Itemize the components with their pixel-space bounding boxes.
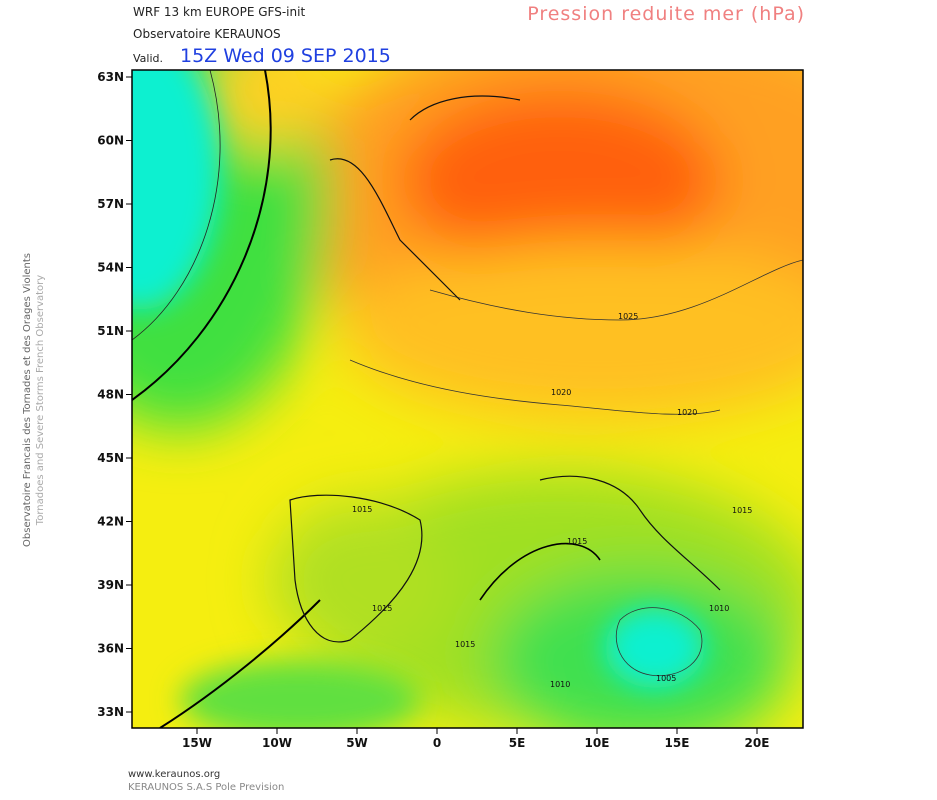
footer-company: KERAUNOS S.A.S Pole Prevision xyxy=(128,782,284,793)
map-frame xyxy=(131,69,804,729)
lat-label: 54N xyxy=(97,261,124,275)
contour-label: 1015 xyxy=(732,506,752,515)
lat-label: 60N xyxy=(97,134,124,148)
map-title: Pression reduite mer (hPa) xyxy=(527,3,805,25)
contour-label: 1005 xyxy=(656,674,676,683)
lat-label: 63N xyxy=(97,70,124,84)
lon-label: 5E xyxy=(509,736,526,750)
contour-label: 1015 xyxy=(455,640,475,649)
pressure-field xyxy=(132,70,803,728)
valid-time: 15Z Wed 09 SEP 2015 xyxy=(180,45,391,67)
contour-label: 1020 xyxy=(551,388,571,397)
lat-label: 33N xyxy=(97,705,124,719)
lat-label: 57N xyxy=(97,197,124,211)
contour-label: 1010 xyxy=(709,604,729,613)
lat-label: 51N xyxy=(97,324,124,338)
valid-label: Valid. xyxy=(133,52,163,65)
lat-label: 39N xyxy=(97,578,124,592)
lon-label: 0 xyxy=(433,736,441,750)
lat-label: 45N xyxy=(97,451,124,465)
lon-label: 20E xyxy=(745,736,770,750)
side-text: Observatoire Francais des Tornades et de… xyxy=(22,253,33,547)
contour-label: 1015 xyxy=(372,604,392,613)
contour-label: 1020 xyxy=(677,408,697,417)
lon-label: 15E xyxy=(665,736,690,750)
lat-label: 36N xyxy=(97,642,124,656)
lat-label: 48N xyxy=(97,388,124,402)
footer-site: www.keraunos.org xyxy=(128,769,220,780)
side-text: Tornadoes and Severe Storms French Obser… xyxy=(35,275,46,526)
contour-label: 1015 xyxy=(567,537,587,546)
model-label: WRF 13 km EUROPE GFS-init xyxy=(133,5,305,19)
source-label: Observatoire KERAUNOS xyxy=(133,27,281,41)
lon-label: 15W xyxy=(182,736,212,750)
lat-label: 42N xyxy=(97,515,124,529)
contour-labels: 1025 1020 1020 1015 1015 1015 1015 1015 … xyxy=(352,312,752,689)
lon-label: 5W xyxy=(346,736,368,750)
contour-label: 1025 xyxy=(618,312,638,321)
contour-label: 1015 xyxy=(352,505,372,514)
lon-label: 10E xyxy=(585,736,610,750)
lon-label: 10W xyxy=(262,736,292,750)
contour-label: 1010 xyxy=(550,680,570,689)
